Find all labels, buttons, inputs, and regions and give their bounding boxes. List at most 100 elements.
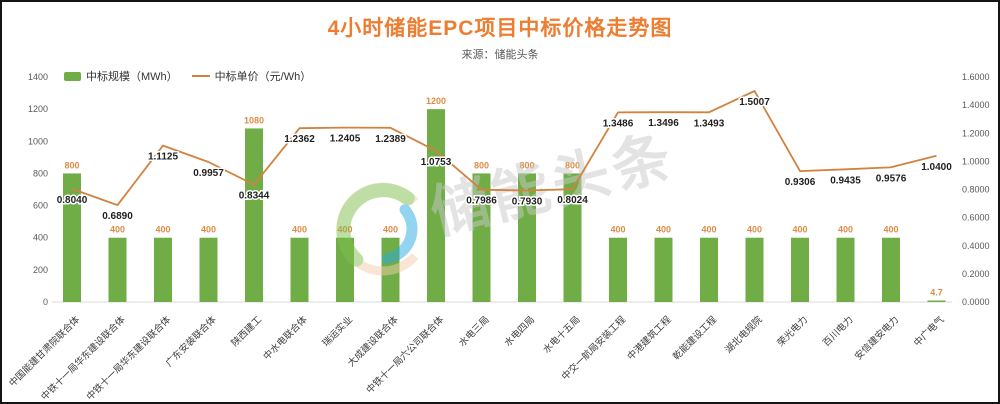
bar-value-label: 400 — [110, 225, 125, 235]
bar — [700, 237, 718, 302]
bar-value-label: 1080 — [244, 115, 264, 125]
bar-value-label: 400 — [292, 225, 307, 235]
right-axis-tick: 1.2000 — [962, 128, 990, 138]
x-axis-label: 陕西建工 — [229, 313, 265, 349]
line-value-label: 0.7930 — [512, 196, 543, 207]
left-axis-tick: 1400 — [28, 72, 48, 82]
legend-item-bar: 中标规模（MWh） — [64, 68, 178, 84]
bar-value-label: 400 — [883, 225, 898, 235]
line-value-label: 1.3496 — [648, 118, 679, 129]
bar — [745, 237, 764, 302]
x-axis-label: 湖北电规院 — [723, 313, 765, 355]
right-axis-tick: 0.0000 — [962, 297, 990, 307]
x-axis-label: 瑞运实业 — [320, 314, 355, 349]
bar — [836, 237, 855, 302]
line-value-label: 0.9957 — [193, 168, 224, 179]
line-value-label: 1.5007 — [739, 97, 770, 108]
bar — [427, 109, 445, 303]
x-axis-label: 安信建安电力 — [852, 314, 901, 363]
bar-value-label: 400 — [701, 225, 716, 235]
line-value-label: 0.7986 — [466, 196, 497, 207]
line-value-label: 0.8040 — [57, 195, 88, 206]
bar-series-swatch — [64, 71, 81, 81]
watermark-text: 储能头条 — [424, 124, 680, 247]
bar-value-label: 800 — [474, 160, 489, 170]
line-value-label: 0.9435 — [830, 175, 861, 186]
x-axis-label: 中水电联合体 — [261, 313, 310, 362]
right-axis-tick: 0.8000 — [962, 185, 990, 195]
bar-value-label: 400 — [383, 225, 398, 235]
left-axis-tick: 800 — [33, 168, 48, 178]
watermark-logo-blue-arc — [381, 204, 418, 264]
line-series — [71, 90, 937, 207]
bar-value-label: 800 — [519, 160, 534, 170]
line-value-label: 0.9576 — [876, 173, 907, 184]
bar — [518, 173, 536, 302]
bar — [199, 237, 218, 302]
x-axis-label: 水电三局 — [456, 314, 491, 349]
x-axis-label: 百川电力 — [820, 314, 855, 349]
left-axis-tick: 600 — [33, 201, 48, 211]
bar-value-label: 400 — [610, 225, 625, 235]
right-axis-tick: 0.6000 — [962, 213, 990, 223]
line-value-label: 0.6890 — [102, 211, 133, 222]
bar — [472, 173, 491, 302]
left-axis-tick: 400 — [33, 233, 48, 243]
bar — [654, 237, 673, 302]
line-value-label: 0.8344 — [239, 191, 270, 202]
bar — [154, 237, 172, 302]
right-axis-tick: 1.6000 — [962, 72, 990, 82]
line-value-label: 1.2405 — [330, 134, 361, 145]
bar — [63, 173, 81, 302]
bar — [609, 237, 627, 302]
left-axis-tick: 1200 — [28, 104, 48, 114]
x-axis-label: 乾能建设工程 — [670, 313, 719, 362]
right-axis-tick: 0.4000 — [962, 241, 990, 251]
line-value-label: 0.9306 — [785, 177, 816, 188]
watermark-logo-green-arc — [336, 183, 415, 267]
left-axis-tick: 0 — [43, 297, 48, 307]
x-axis-label: 荣光电力 — [775, 314, 810, 349]
line-value-label: 1.1125 — [148, 152, 178, 163]
left-axis-tick: 1000 — [28, 136, 48, 146]
bar-value-label: 400 — [201, 225, 216, 235]
bar-value-label: 1200 — [426, 96, 446, 106]
legend-line-label: 中标单价（元/Wh） — [214, 71, 312, 83]
line-value-label: 1.0753 — [421, 157, 452, 168]
bar-value-label: 400 — [656, 225, 671, 235]
right-axis-tick: 1.0000 — [962, 156, 990, 166]
chart-source: 来源：储能头条 — [461, 49, 539, 61]
bar — [882, 237, 900, 302]
line-value-label: 1.3486 — [603, 118, 634, 129]
bar-value-label: 400 — [838, 225, 853, 235]
bar-value-label: 800 — [565, 160, 580, 170]
bar — [791, 237, 809, 302]
bar — [563, 173, 582, 302]
bar-value-label: 800 — [64, 160, 79, 170]
x-axis-label: 水电十五局 — [541, 314, 583, 356]
bar — [927, 300, 946, 302]
legend-bar-label: 中标规模（MWh） — [86, 71, 178, 83]
bar — [245, 128, 263, 302]
left-axis-tick: 200 — [33, 265, 48, 275]
chart-title: 4小时储能EPC项目中标价格走势图 — [327, 17, 673, 40]
legend-item-line: 中标单价（元/Wh） — [191, 68, 312, 84]
line-value-label: 0.8024 — [557, 195, 588, 206]
bar-value-label: 400 — [792, 225, 807, 235]
line-value-label: 1.0400 — [921, 162, 952, 173]
x-axis-label: 中铁十一局华东建设联合体 — [39, 313, 128, 402]
line-value-label: 1.2362 — [284, 134, 315, 145]
right-axis-tick: 0.2000 — [962, 269, 990, 279]
line-series-swatch — [191, 74, 210, 78]
bar — [290, 237, 309, 302]
bar-value-label: 4.7 — [930, 288, 943, 298]
right-axis-tick: 1.4000 — [962, 100, 990, 110]
x-axis-label: 中铁十一局华东建设联合体 — [84, 313, 173, 402]
bar-value-label: 400 — [155, 225, 170, 235]
x-axis-label: 中铁十一局六公司联合体 — [364, 313, 447, 396]
line-value-label: 1.2389 — [375, 134, 406, 145]
bar-value-label: 400 — [747, 225, 762, 235]
bar — [108, 237, 127, 302]
